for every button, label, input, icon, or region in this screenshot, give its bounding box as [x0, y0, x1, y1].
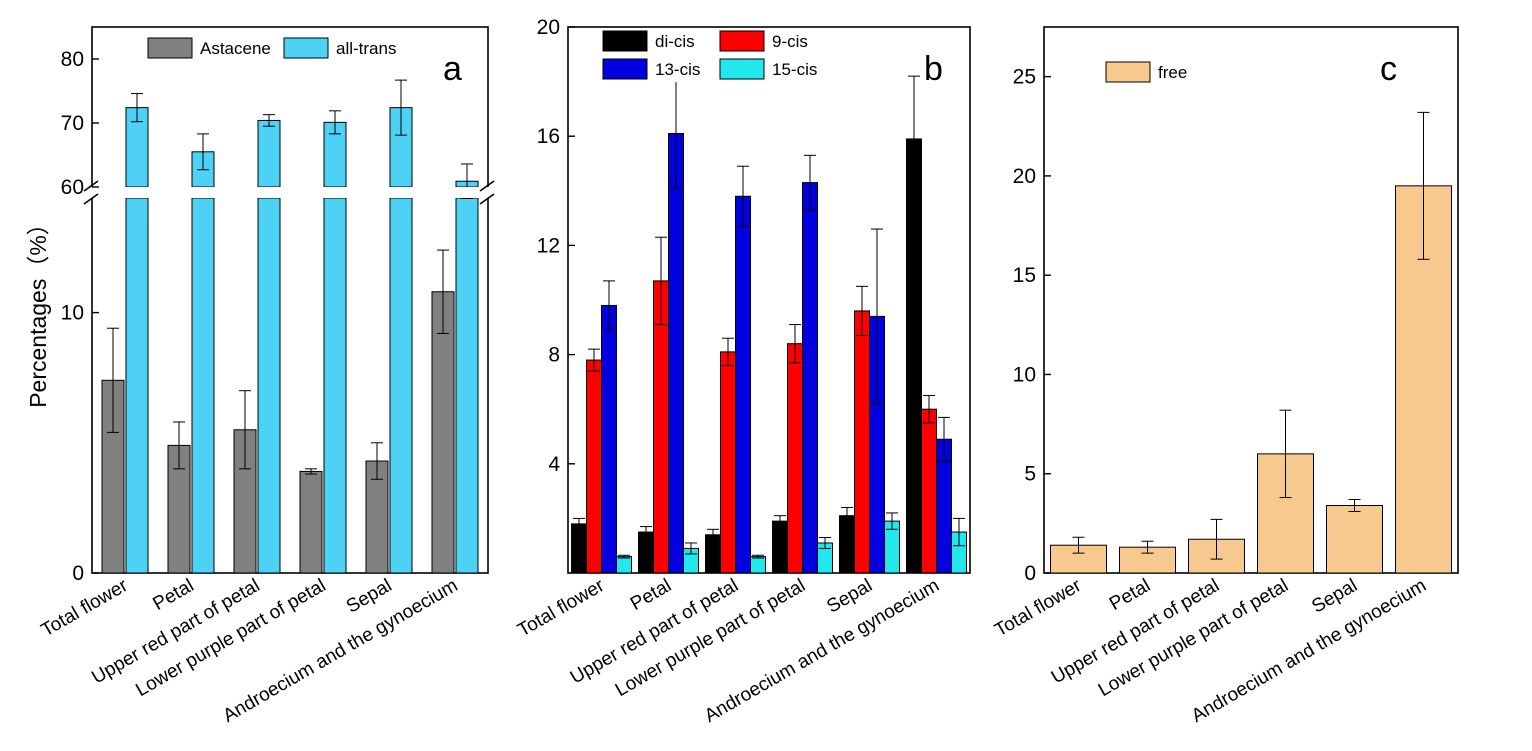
bar-13-cis: [802, 182, 818, 574]
bar-di-cis: [906, 138, 922, 574]
bar-all-trans-lower: [257, 197, 281, 574]
y-tick-label: 4: [548, 453, 560, 476]
bar-15-cis: [616, 556, 632, 574]
panel-label: b: [924, 50, 943, 88]
legend-swatch: [1105, 61, 1151, 83]
panel-b: 4 8 12 16 20 di-cis 9-cis 13-cis 15-cis b Total fl…: [514, 16, 971, 727]
y-tick-label: 5: [1024, 463, 1036, 486]
y-tick-label: 20: [1013, 165, 1036, 188]
bar-all-trans-lower: [125, 197, 149, 574]
bar-di-cis: [772, 520, 788, 574]
bar-9-cis: [854, 310, 870, 574]
bar-di-cis: [638, 531, 654, 574]
bar-9-cis: [720, 351, 736, 574]
legend-swatch: [719, 58, 765, 80]
x-tick-label: Androecium and the gynoecium: [1188, 575, 1430, 727]
legend-label: free: [1158, 63, 1187, 82]
legend-label: 9-cis: [772, 32, 808, 51]
bar-13-cis: [735, 195, 751, 574]
x-tick-label: Total flower: [38, 575, 132, 642]
legend-label: di-cis: [655, 32, 695, 51]
bar-free: [1326, 504, 1383, 574]
panel-label: a: [443, 50, 462, 88]
y-tick-label: 60: [61, 176, 84, 199]
plot-frame: [91, 26, 489, 574]
x-tick-label: Androecium and the gynoecium: [701, 575, 943, 727]
y-tick-label: 16: [537, 125, 560, 148]
y-tick-label: 0: [72, 562, 84, 585]
axis-break-mark-right: [479, 193, 495, 205]
legend-label: Astacene: [200, 39, 271, 58]
bar-13-cis: [668, 132, 684, 574]
bar-9-cis: [921, 408, 937, 574]
bar-9-cis: [586, 359, 602, 574]
legend-label: all-trans: [336, 39, 396, 58]
bar-all-trans-upper: [257, 119, 281, 188]
legend-swatch: [147, 37, 193, 59]
plot-frame: [567, 26, 971, 574]
bar-all-trans-lower: [389, 197, 413, 574]
bar-astacene: [431, 291, 455, 574]
x-tick-label: Petal: [627, 575, 675, 615]
bar-all-trans-lower: [323, 197, 347, 574]
x-tick-label: Sepal: [1308, 575, 1361, 617]
legend-label: 13-cis: [655, 60, 700, 79]
y-tick-label: 10: [1013, 363, 1036, 386]
axis-break-gap: [80, 187, 500, 198]
axis-break-mark-left: [83, 193, 99, 205]
bar-all-trans-lower: [191, 197, 215, 574]
bar-13-cis: [601, 304, 617, 574]
y-tick-label: 70: [61, 112, 84, 135]
panel-a: 0 10 60 70 80 Astacene all-trans a Total flower P…: [38, 26, 500, 727]
y-tick-label: 8: [548, 344, 560, 367]
x-tick-label: Petal: [149, 575, 197, 615]
y-tick-label: 20: [537, 16, 560, 39]
legend-swatch: [602, 58, 648, 80]
bar-all-trans-lower: [455, 197, 479, 574]
y-tick-label: 25: [1013, 66, 1036, 89]
x-tick-label: Total flower: [991, 575, 1085, 642]
legend-label: 15-cis: [772, 60, 817, 79]
axis-break-mark-left: [83, 180, 99, 192]
x-tick-label: Total flower: [514, 575, 608, 642]
bar-9-cis: [787, 343, 803, 574]
legend-swatch: [602, 30, 648, 52]
bar-di-cis: [571, 523, 587, 574]
plot-frame: [1043, 26, 1459, 574]
legend-swatch: [283, 37, 329, 59]
axis-break-mark-right: [479, 180, 495, 192]
y-tick-label: 15: [1013, 264, 1036, 287]
y-axis-label: Percentages（%）: [25, 212, 51, 408]
panel-label: c: [1380, 50, 1397, 88]
x-tick-label: Petal: [1106, 575, 1154, 615]
x-tick-label: Androecium and the gynoecium: [220, 575, 462, 727]
y-tick-label: 80: [61, 48, 84, 71]
y-tick-label: 10: [61, 302, 84, 325]
legend-swatch: [719, 30, 765, 52]
bar-astacene: [299, 470, 323, 574]
y-tick-label: 0: [1024, 562, 1036, 585]
bar-15-cis: [750, 556, 766, 574]
y-tick-label: 12: [537, 234, 560, 257]
